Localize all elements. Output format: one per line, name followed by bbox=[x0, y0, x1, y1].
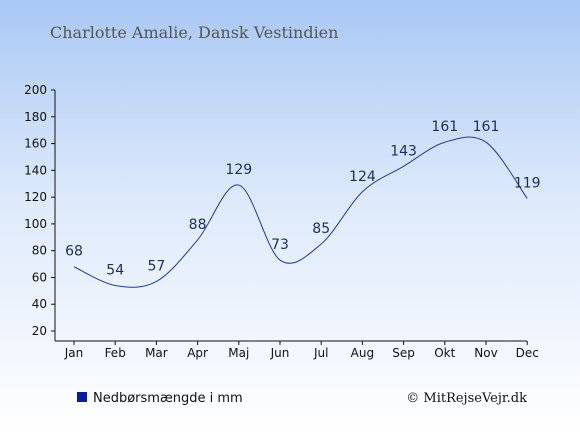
y-axis-ticks: 20 40 60 80 100 120 140 160 180 200 bbox=[24, 83, 55, 338]
axes bbox=[54, 90, 527, 342]
x-tick-label: Dec bbox=[516, 346, 539, 360]
y-tick-label: 20 bbox=[32, 324, 47, 338]
data-label: 85 bbox=[312, 221, 330, 237]
series-line bbox=[73, 136, 528, 288]
legend-swatch bbox=[77, 392, 87, 402]
data-label: 119 bbox=[514, 175, 541, 191]
legend-label: Nedbørsmængde i mm bbox=[93, 391, 243, 406]
data-label: 54 bbox=[106, 262, 124, 278]
x-tick-label: Jul bbox=[313, 346, 328, 360]
y-tick-label: 180 bbox=[24, 110, 47, 124]
x-tick-label: Jan bbox=[64, 346, 84, 360]
y-tick-label: 80 bbox=[32, 244, 47, 258]
y-tick-label: 140 bbox=[24, 163, 47, 177]
data-label: 124 bbox=[349, 169, 376, 185]
x-tick-label: Feb bbox=[105, 346, 126, 360]
y-tick-label: 60 bbox=[32, 270, 47, 284]
x-tick-label: Sep bbox=[392, 346, 415, 360]
x-tick-label: Maj bbox=[228, 346, 249, 360]
x-tick-label: Aug bbox=[351, 346, 374, 360]
data-label: 129 bbox=[225, 162, 252, 178]
data-label: 143 bbox=[390, 143, 417, 159]
legend: Nedbørsmængde i mm bbox=[77, 391, 243, 406]
y-tick-label: 200 bbox=[24, 83, 47, 97]
data-label: 161 bbox=[473, 119, 500, 135]
x-tick-label: Jun bbox=[270, 346, 290, 360]
x-tick-label: Okt bbox=[434, 346, 455, 360]
y-tick-label: 120 bbox=[24, 190, 47, 204]
x-tick-label: Nov bbox=[474, 346, 497, 360]
y-tick-label: 40 bbox=[32, 297, 47, 311]
data-labels: 68 54 57 88 129 73 85 124 143 161 161 119 bbox=[65, 119, 540, 278]
data-label: 68 bbox=[65, 244, 83, 260]
data-label: 57 bbox=[147, 258, 165, 274]
x-tick-label: Apr bbox=[187, 346, 208, 360]
data-label: 161 bbox=[431, 119, 458, 135]
y-tick-label: 100 bbox=[24, 217, 47, 231]
credit-text: © MitRejseVejr.dk bbox=[406, 391, 527, 406]
data-label: 73 bbox=[271, 237, 289, 253]
x-tick-label: Mar bbox=[145, 346, 168, 360]
chart-title: Charlotte Amalie, Dansk Vestindien bbox=[50, 23, 338, 42]
data-label: 88 bbox=[189, 217, 207, 233]
y-tick-label: 160 bbox=[24, 137, 47, 151]
x-axis-ticks: Jan Feb Mar Apr Maj Jun Jul Aug Sep Okt Nov Dec bbox=[64, 341, 539, 360]
